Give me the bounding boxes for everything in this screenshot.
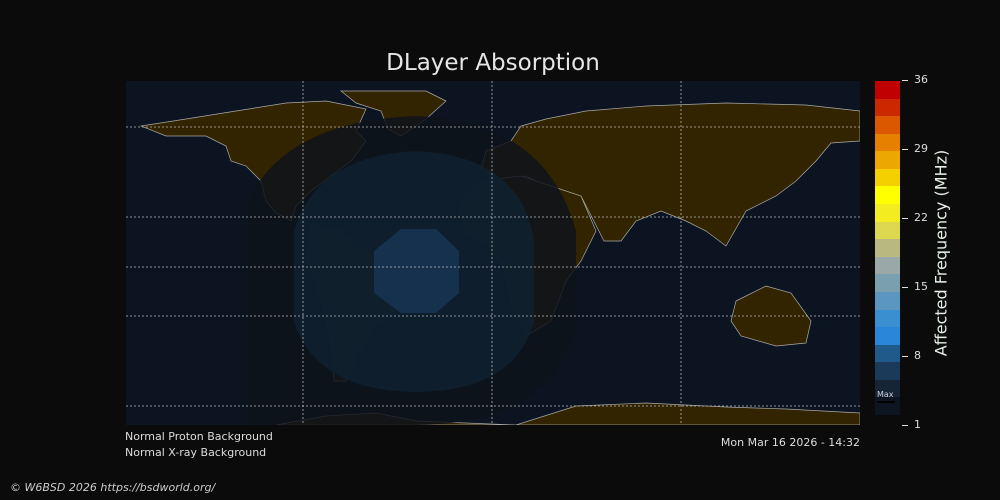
colorbar-band bbox=[875, 221, 900, 240]
colorbar-max-label: Max bbox=[877, 390, 894, 399]
colorbar-label: Affected Frequency (MHz) bbox=[931, 149, 951, 357]
colorbar-tick: 36 bbox=[902, 74, 928, 86]
colorbar-band bbox=[875, 309, 900, 328]
colorbar-band bbox=[875, 362, 900, 381]
xray-status: Normal X-ray Background bbox=[125, 446, 267, 459]
map-gridlines bbox=[126, 81, 860, 425]
colorbar-band bbox=[875, 239, 900, 258]
timestamp: Mon Mar 16 2026 - 14:32 bbox=[720, 436, 860, 449]
colorbar-band bbox=[875, 344, 900, 363]
colorbar-band bbox=[875, 327, 900, 346]
colorbar-tick: 1 bbox=[902, 419, 921, 431]
colorbar-band bbox=[875, 379, 900, 398]
colorbar-band bbox=[875, 186, 900, 205]
proton-status: Normal Proton Background bbox=[125, 430, 273, 443]
chart-title: DLayer Absorption bbox=[386, 50, 600, 76]
colorbar-band bbox=[875, 256, 900, 275]
max-arrow-icon bbox=[877, 401, 895, 403]
absorption-zones bbox=[248, 116, 576, 425]
colorbar-band bbox=[875, 81, 900, 100]
copyright-footer: © W6BSD 2026 https://bsdworld.org/ bbox=[10, 481, 216, 494]
colorbar-tick: 29 bbox=[902, 143, 928, 155]
colorbar-tick: 22 bbox=[902, 212, 928, 224]
colorbar-band bbox=[875, 204, 900, 223]
colorbar-band bbox=[875, 291, 900, 311]
colorbar-band bbox=[875, 151, 900, 170]
colorbar bbox=[875, 81, 900, 416]
colorbar-band bbox=[875, 133, 900, 152]
colorbar-tick: 8 bbox=[902, 350, 921, 362]
colorbar-band bbox=[875, 168, 900, 187]
colorbar-band bbox=[875, 98, 900, 117]
colorbar-tick: 15 bbox=[902, 281, 928, 293]
colorbar-band bbox=[875, 116, 900, 135]
absorption-zone-high bbox=[374, 229, 459, 313]
colorbar-band bbox=[875, 274, 900, 293]
world-map bbox=[126, 81, 860, 425]
